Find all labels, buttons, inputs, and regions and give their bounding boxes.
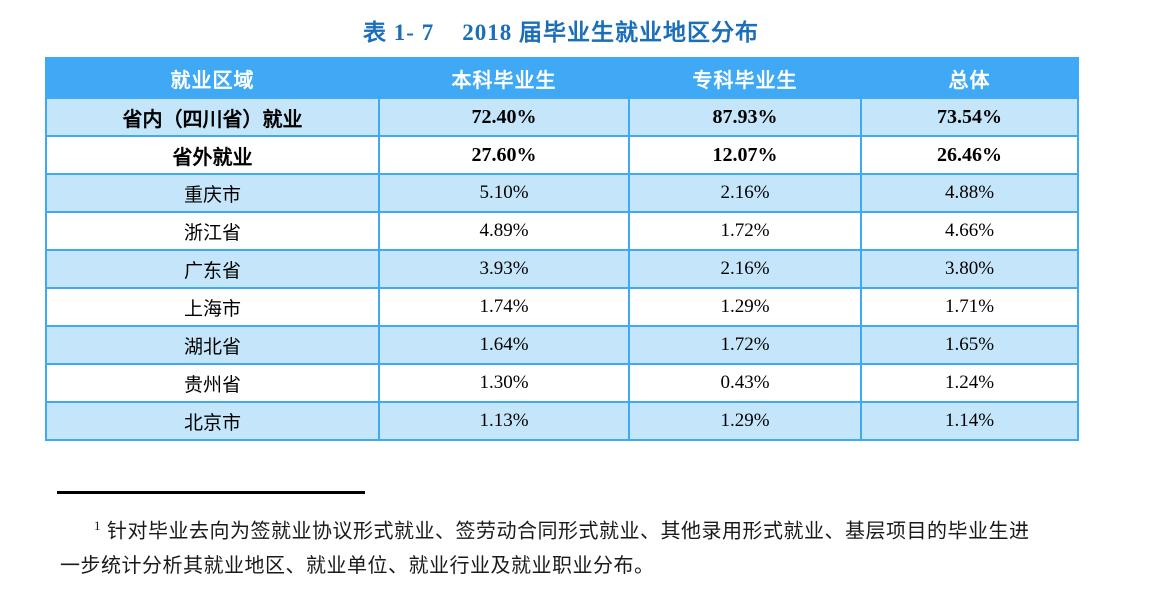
table-cell-college: 1.72% [628, 325, 862, 365]
header-cell-undergraduate: 本科毕业生 [378, 57, 630, 99]
footnote-line-2: 一步统计分析其就业地区、就业单位、就业行业及就业职业分布。 [60, 549, 1065, 583]
footnote-text-2: 一步统计分析其就业地区、就业单位、就业行业及就业职业分布。 [60, 554, 655, 577]
table-row: 北京市 1.13% 1.29% 1.14% [45, 401, 1079, 441]
table-cell-overall: 26.46% [860, 135, 1079, 175]
employment-region-table: 就业区域 本科毕业生 专科毕业生 总体 省内（四川省）就业 72.40% 87.93… [45, 57, 1079, 441]
footnote: 1 针对毕业去向为签就业协议形式就业、签劳动合同形式就业、其他录用形式就业、基层项… [60, 509, 1065, 583]
table-row: 省外就业 27.60% 12.07% 26.46% [45, 135, 1079, 175]
table-cell-undergraduate: 3.93% [378, 249, 630, 289]
table-caption: 表 1- 7 2018 届毕业生就业地区分布 [45, 13, 1077, 47]
table-cell-region: 贵州省 [45, 363, 380, 403]
footnote-marker: 1 [94, 518, 101, 533]
header-cell-region: 就业区域 [45, 57, 380, 99]
table-cell-college: 1.72% [628, 211, 862, 251]
table-cell-region: 湖北省 [45, 325, 380, 365]
table-cell-overall: 73.54% [860, 97, 1079, 137]
table-caption-text: 2018 届毕业生就业地区分布 [462, 20, 759, 45]
table-cell-college: 87.93% [628, 97, 862, 137]
footnote-text-1: 针对毕业去向为签就业协议形式就业、签劳动合同形式就业、其他录用形式就业、基层项目… [107, 520, 1030, 543]
table-cell-overall: 1.24% [860, 363, 1079, 403]
table-cell-undergraduate: 1.13% [378, 401, 630, 441]
table-cell-college: 2.16% [628, 173, 862, 213]
table-row: 浙江省 4.89% 1.72% 4.66% [45, 211, 1079, 251]
table-row: 广东省 3.93% 2.16% 3.80% [45, 249, 1079, 289]
table-cell-undergraduate: 4.89% [378, 211, 630, 251]
table-cell-undergraduate: 1.64% [378, 325, 630, 365]
table-cell-overall: 1.71% [860, 287, 1079, 327]
table-caption-number: 表 1- 7 [363, 20, 435, 45]
table-cell-region: 浙江省 [45, 211, 380, 251]
table-cell-overall: 1.14% [860, 401, 1079, 441]
table-body: 省内（四川省）就业 72.40% 87.93% 73.54% 省外就业 27.60% 12.… [45, 97, 1079, 441]
header-cell-college: 专科毕业生 [628, 57, 862, 99]
table-row: 重庆市 5.10% 2.16% 4.88% [45, 173, 1079, 213]
table-cell-region: 省外就业 [45, 135, 380, 175]
table-row: 湖北省 1.64% 1.72% 1.65% [45, 325, 1079, 365]
table-header-row: 就业区域 本科毕业生 专科毕业生 总体 [45, 57, 1079, 99]
table-cell-undergraduate: 5.10% [378, 173, 630, 213]
table-row: 贵州省 1.30% 0.43% 1.24% [45, 363, 1079, 403]
table-cell-region: 重庆市 [45, 173, 380, 213]
table-cell-college: 2.16% [628, 249, 862, 289]
table-cell-college: 1.29% [628, 287, 862, 327]
table-cell-college: 0.43% [628, 363, 862, 403]
table-cell-region: 省内（四川省）就业 [45, 97, 380, 137]
table-row: 省内（四川省）就业 72.40% 87.93% 73.54% [45, 97, 1079, 137]
footnote-divider [57, 491, 365, 494]
table-cell-undergraduate: 72.40% [378, 97, 630, 137]
table-cell-college: 12.07% [628, 135, 862, 175]
table-cell-undergraduate: 1.30% [378, 363, 630, 403]
table-cell-region: 广东省 [45, 249, 380, 289]
table-cell-overall: 4.66% [860, 211, 1079, 251]
table-cell-overall: 4.88% [860, 173, 1079, 213]
footnote-line-1: 1 针对毕业去向为签就业协议形式就业、签劳动合同形式就业、其他录用形式就业、基层项… [60, 509, 1065, 549]
table-cell-overall: 3.80% [860, 249, 1079, 289]
table-cell-undergraduate: 27.60% [378, 135, 630, 175]
table-cell-region: 北京市 [45, 401, 380, 441]
table-row: 上海市 1.74% 1.29% 1.71% [45, 287, 1079, 327]
header-cell-overall: 总体 [860, 57, 1079, 99]
table-cell-overall: 1.65% [860, 325, 1079, 365]
table-cell-college: 1.29% [628, 401, 862, 441]
table-cell-region: 上海市 [45, 287, 380, 327]
table-cell-undergraduate: 1.74% [378, 287, 630, 327]
